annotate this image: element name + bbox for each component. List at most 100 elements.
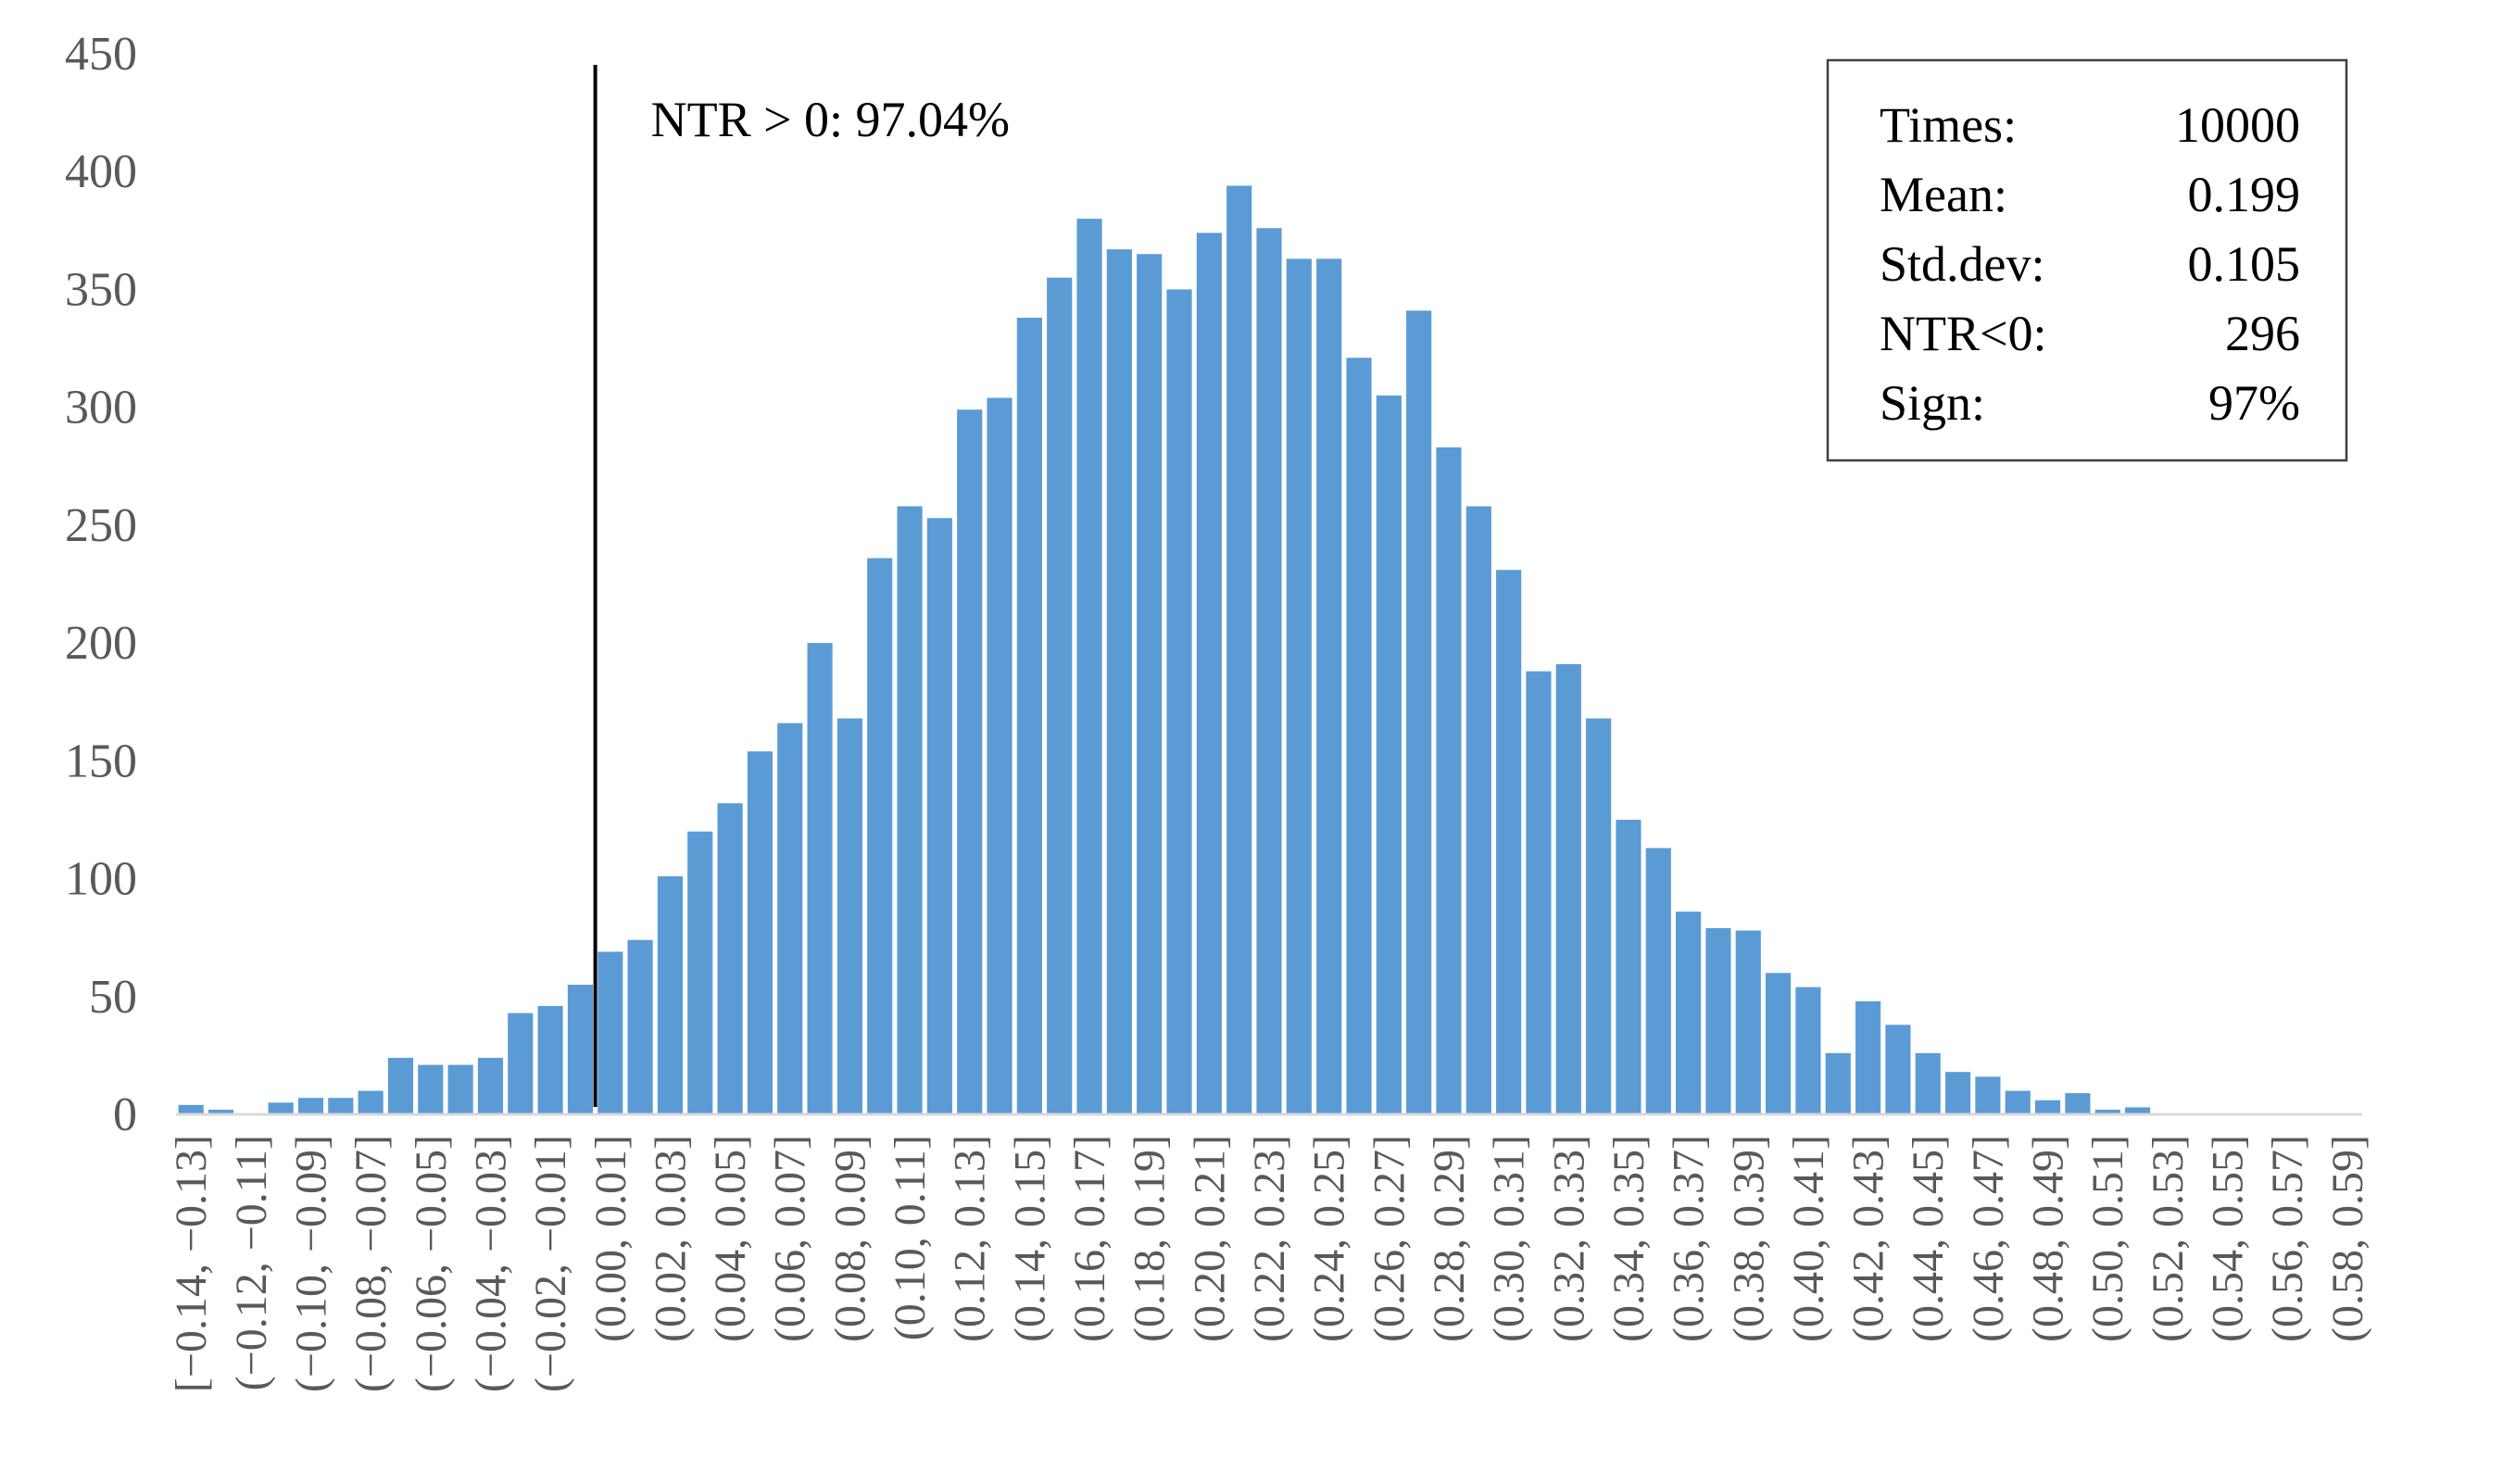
y-tick-label: 450 xyxy=(65,28,137,81)
histogram-bar xyxy=(2124,1107,2151,1114)
histogram-bar xyxy=(1526,671,1552,1114)
histogram-bar xyxy=(2034,1100,2061,1114)
histogram-bar xyxy=(328,1098,354,1114)
histogram-bar xyxy=(597,951,623,1114)
histogram-bar xyxy=(1586,718,1612,1114)
x-tick-label: (0.40, 0.41] xyxy=(1784,1135,1833,1342)
y-tick-label: 200 xyxy=(65,617,137,670)
histogram-bar xyxy=(1975,1076,2001,1114)
histogram-bar xyxy=(807,643,833,1114)
stats-box: Times: 10000 Mean: 0.199 Std.dev: 0.105 NTR<0:… xyxy=(1826,58,2348,462)
histogram-bar xyxy=(447,1064,473,1114)
histogram-bar xyxy=(537,1005,563,1114)
histogram-bar xyxy=(1795,987,1821,1114)
x-tick-label: (0.06, 0.07] xyxy=(766,1135,815,1342)
x-tick-label: (0.12, 0.13] xyxy=(946,1135,995,1342)
stat-value: 10000 xyxy=(2175,97,2300,153)
x-tick-label: (0.24, 0.25] xyxy=(1305,1135,1354,1342)
x-tick-label: (0.54, 0.55] xyxy=(2204,1135,2253,1342)
histogram-bar xyxy=(1645,848,1671,1114)
x-tick-label: (0.48, 0.49] xyxy=(2024,1135,2073,1342)
histogram-bar xyxy=(1286,258,1312,1114)
x-tick-label: (0.10, 0.11] xyxy=(886,1135,935,1340)
histogram-bar xyxy=(477,1057,504,1114)
histogram-bar xyxy=(268,1102,294,1114)
x-tick-label: (0.38, 0.39] xyxy=(1724,1135,1773,1342)
stat-value: 97% xyxy=(2208,375,2300,431)
x-tick-label: (−0.12, −0.11] xyxy=(227,1135,276,1390)
histogram-bar xyxy=(957,409,983,1115)
y-tick-label: 250 xyxy=(65,499,137,552)
histogram-bar xyxy=(657,876,684,1114)
stats-box-frame xyxy=(1826,58,2348,462)
histogram-bar xyxy=(358,1090,384,1114)
stat-label: Times: xyxy=(1880,97,2017,153)
y-axis: 0 50 100 150 200 250 300 350 400 450 xyxy=(65,28,137,1141)
x-tick-label: (0.44, 0.45] xyxy=(1904,1135,1953,1342)
x-tick-label: (0.56, 0.57] xyxy=(2263,1135,2312,1342)
stat-value: 0.199 xyxy=(2188,167,2301,222)
histogram-bar xyxy=(1376,395,1402,1114)
histogram-bar xyxy=(867,558,893,1114)
stat-label: Mean: xyxy=(1880,167,2007,222)
x-tick-label: (0.02, 0.03] xyxy=(646,1135,695,1342)
x-tick-label: (−0.06, −0.05] xyxy=(407,1135,456,1392)
stat-label: Std.dev: xyxy=(1880,236,2045,292)
x-tick-label: (0.28, 0.29] xyxy=(1425,1135,1474,1342)
histogram-bar xyxy=(1496,570,1522,1114)
x-tick-label: (0.22, 0.23] xyxy=(1245,1135,1294,1342)
y-tick-label: 100 xyxy=(65,853,137,906)
x-tick-label: (−0.02, −0.01] xyxy=(526,1135,575,1392)
histogram-bar xyxy=(717,803,743,1114)
x-tick-label: (0.16, 0.17] xyxy=(1065,1135,1114,1342)
x-tick-label: [−0.14, −0.13] xyxy=(167,1135,216,1392)
histogram-bar xyxy=(987,397,1013,1114)
histogram-bar xyxy=(1735,930,1761,1114)
x-tick-label: (−0.10, −0.09] xyxy=(286,1135,335,1392)
histogram-bar xyxy=(1016,317,1042,1115)
histogram-bar xyxy=(1196,233,1222,1114)
x-tick-label: (0.30, 0.31] xyxy=(1485,1135,1534,1342)
histogram-bar xyxy=(1676,912,1702,1114)
stat-label: NTR<0: xyxy=(1880,306,2046,361)
histogram-bar xyxy=(836,718,862,1114)
y-tick-label: 400 xyxy=(65,145,137,198)
x-tick-label: (−0.08, −0.07] xyxy=(346,1135,396,1392)
y-tick-label: 50 xyxy=(89,971,137,1024)
histogram-bar xyxy=(926,518,952,1114)
histogram-bar xyxy=(1076,219,1102,1115)
histogram-bar xyxy=(2094,1109,2120,1114)
x-tick-label: (0.36, 0.37] xyxy=(1665,1135,1714,1342)
x-tick-label: (0.00, 0.01] xyxy=(586,1135,635,1342)
histogram-bar xyxy=(297,1098,324,1114)
y-tick-label: 150 xyxy=(65,735,137,787)
histogram-bar xyxy=(1944,1072,1971,1114)
stat-label: Sign: xyxy=(1880,375,1985,431)
histogram-bar xyxy=(1226,185,1252,1115)
histogram-bar xyxy=(1616,819,1641,1114)
y-tick-label: 0 xyxy=(113,1088,137,1141)
y-tick-label: 350 xyxy=(65,263,137,316)
histogram-bar xyxy=(1047,277,1073,1115)
histogram-bar xyxy=(1406,310,1432,1115)
histogram-bar xyxy=(508,1012,534,1114)
histogram-bar xyxy=(2065,1093,2091,1114)
histogram-bar xyxy=(1885,1025,1911,1114)
x-tick-label: (−0.04, −0.03] xyxy=(466,1135,515,1392)
stat-value: 296 xyxy=(2225,306,2300,361)
histogram-bar xyxy=(178,1104,204,1114)
x-tick-label: (0.04, 0.05] xyxy=(706,1135,755,1342)
y-tick-label: 300 xyxy=(65,382,137,434)
x-tick-label: (0.18, 0.19] xyxy=(1126,1135,1175,1342)
x-tick-label: (0.58, 0.59] xyxy=(2323,1135,2372,1342)
histogram-bar xyxy=(1825,1052,1851,1114)
histogram-bar xyxy=(1915,1052,1941,1114)
histogram-bar xyxy=(208,1109,234,1114)
histogram-bar xyxy=(387,1057,414,1114)
histogram-bar xyxy=(1316,258,1342,1114)
x-tick-label: (0.14, 0.15] xyxy=(1005,1135,1054,1342)
stat-value: 0.105 xyxy=(2188,236,2301,292)
x-tick-label: (0.20, 0.21] xyxy=(1185,1135,1234,1342)
histogram-bar xyxy=(1555,664,1581,1114)
histogram-bar xyxy=(1766,973,1792,1114)
